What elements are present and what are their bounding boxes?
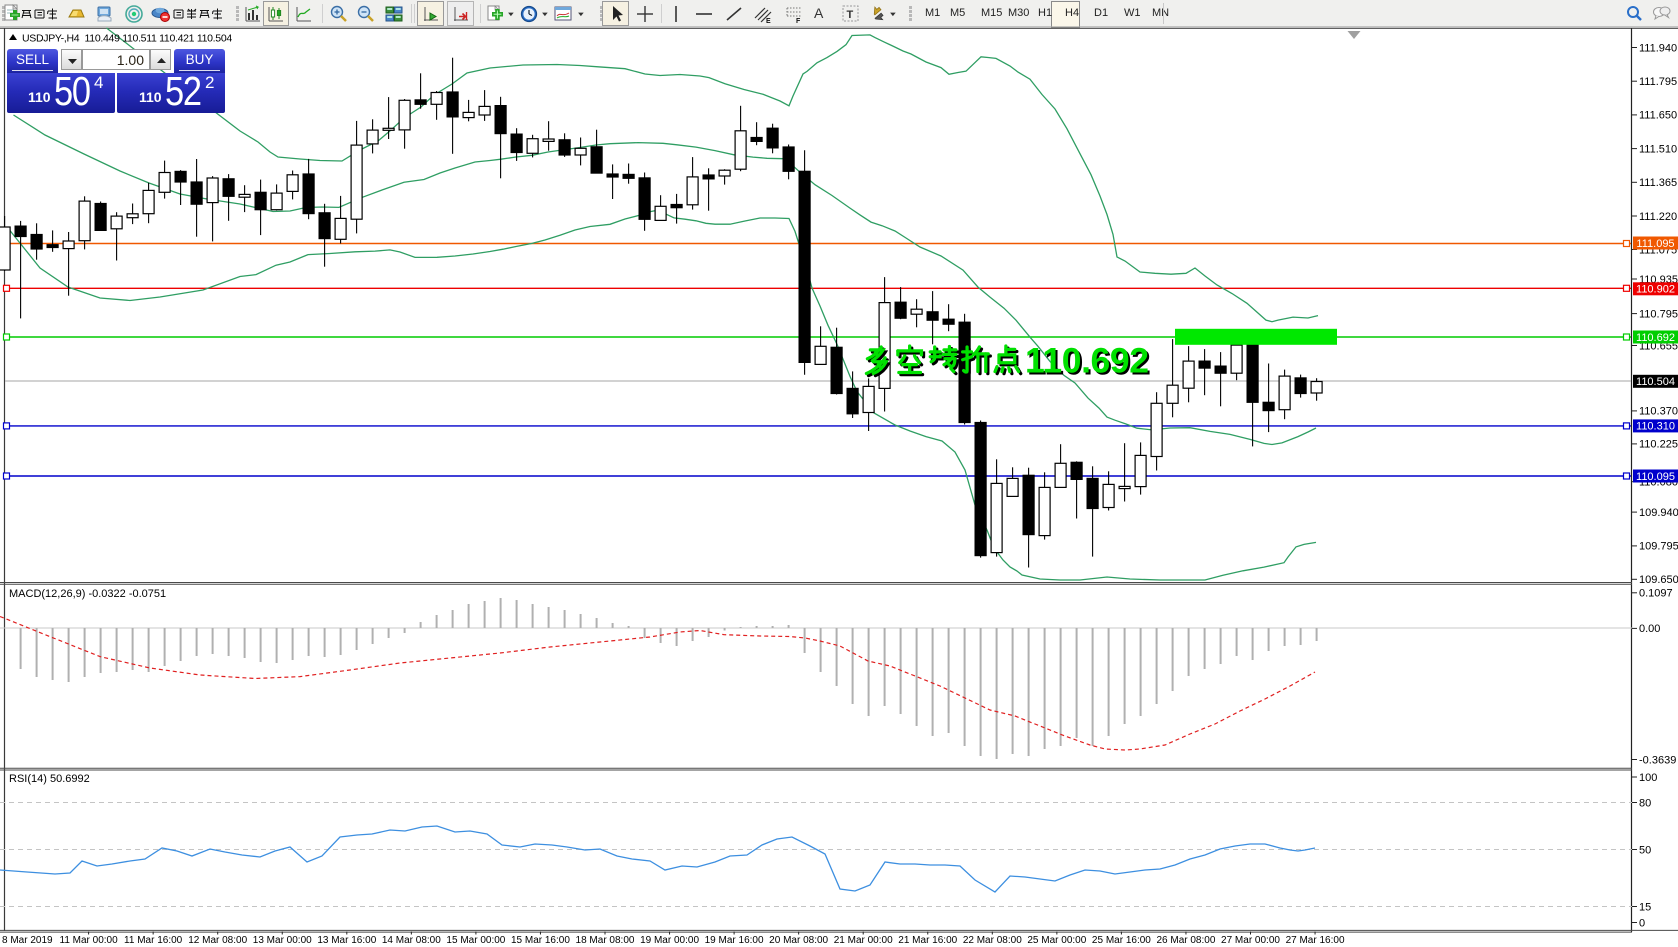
svg-text:27 Mar 16:00: 27 Mar 16:00 xyxy=(1286,935,1345,946)
svg-text:13 Mar 00:00: 13 Mar 00:00 xyxy=(253,935,312,946)
svg-text:109.940: 109.940 xyxy=(1639,507,1678,519)
svg-text:18 Mar 08:00: 18 Mar 08:00 xyxy=(576,935,635,946)
svg-text:110.370: 110.370 xyxy=(1639,406,1678,418)
svg-text:21 Mar 16:00: 21 Mar 16:00 xyxy=(898,935,957,946)
svg-text:20 Mar 08:00: 20 Mar 08:00 xyxy=(769,935,828,946)
svg-text:26 Mar 08:00: 26 Mar 08:00 xyxy=(1156,935,1215,946)
svg-text:MACD(12,26,9) -0.0322 -0.0751: MACD(12,26,9) -0.0322 -0.0751 xyxy=(9,588,166,600)
svg-text:21 Mar 00:00: 21 Mar 00:00 xyxy=(834,935,893,946)
svg-text:111.510: 111.510 xyxy=(1639,143,1677,155)
svg-text:110.504: 110.504 xyxy=(1636,376,1675,388)
svg-text:19 Mar 00:00: 19 Mar 00:00 xyxy=(640,935,699,946)
svg-text:111.220: 111.220 xyxy=(1639,211,1677,223)
svg-text:111.075: 111.075 xyxy=(1639,244,1677,256)
svg-text:0.1097: 0.1097 xyxy=(1639,588,1673,600)
svg-text:25 Mar 16:00: 25 Mar 16:00 xyxy=(1092,935,1151,946)
svg-text:111.095: 111.095 xyxy=(1636,238,1674,250)
svg-text:0.00: 0.00 xyxy=(1639,623,1660,635)
svg-text:-0.3639: -0.3639 xyxy=(1639,754,1676,766)
svg-text:15 Mar 00:00: 15 Mar 00:00 xyxy=(446,935,505,946)
svg-text:E: E xyxy=(766,18,771,24)
svg-text:109.650: 109.650 xyxy=(1639,574,1678,586)
svg-text:USDJPY-,H4 110.449 110.511 11: USDJPY-,H4 110.449 110.511 110.421 110.5… xyxy=(22,33,232,45)
svg-text:15 Mar 16:00: 15 Mar 16:00 xyxy=(511,935,570,946)
svg-text:15: 15 xyxy=(1639,901,1651,913)
svg-text:110.310: 110.310 xyxy=(1636,421,1675,433)
svg-text:110.692: 110.692 xyxy=(1636,332,1675,344)
svg-text:111.795: 111.795 xyxy=(1639,76,1677,88)
svg-text:F: F xyxy=(796,18,801,24)
svg-text:8 Mar 2019: 8 Mar 2019 xyxy=(2,935,53,946)
svg-text:110.902: 110.902 xyxy=(1636,284,1675,296)
svg-text:25 Mar 00:00: 25 Mar 00:00 xyxy=(1027,935,1086,946)
svg-text:110.095: 110.095 xyxy=(1636,471,1675,483)
svg-text:22 Mar 08:00: 22 Mar 08:00 xyxy=(963,935,1022,946)
svg-text:111.365: 111.365 xyxy=(1639,177,1677,189)
svg-text:110.692: 110.692 xyxy=(1025,340,1149,380)
svg-text:11 Mar 16:00: 11 Mar 16:00 xyxy=(124,935,183,946)
svg-text:T: T xyxy=(847,9,854,21)
svg-text:110.225: 110.225 xyxy=(1639,439,1678,451)
svg-text:109.795: 109.795 xyxy=(1639,541,1678,553)
svg-text:111.940: 111.940 xyxy=(1639,42,1677,54)
svg-text:19 Mar 16:00: 19 Mar 16:00 xyxy=(705,935,764,946)
svg-text:80: 80 xyxy=(1639,797,1651,809)
svg-text:50: 50 xyxy=(1639,844,1651,856)
svg-text:100: 100 xyxy=(1639,772,1657,784)
svg-text:13 Mar 16:00: 13 Mar 16:00 xyxy=(317,935,376,946)
svg-text:11 Mar 00:00: 11 Mar 00:00 xyxy=(60,935,119,946)
svg-text:12 Mar 08:00: 12 Mar 08:00 xyxy=(188,935,247,946)
svg-text:14 Mar 08:00: 14 Mar 08:00 xyxy=(382,935,441,946)
svg-text:110.795: 110.795 xyxy=(1639,308,1678,320)
svg-text:111.650: 111.650 xyxy=(1639,110,1677,122)
svg-text:0: 0 xyxy=(1639,917,1645,929)
svg-text:110.692: 110.692 xyxy=(1027,343,1151,383)
svg-text:27 Mar 00:00: 27 Mar 00:00 xyxy=(1221,935,1280,946)
svg-text:RSI(14) 50.6992: RSI(14) 50.6992 xyxy=(9,773,90,785)
